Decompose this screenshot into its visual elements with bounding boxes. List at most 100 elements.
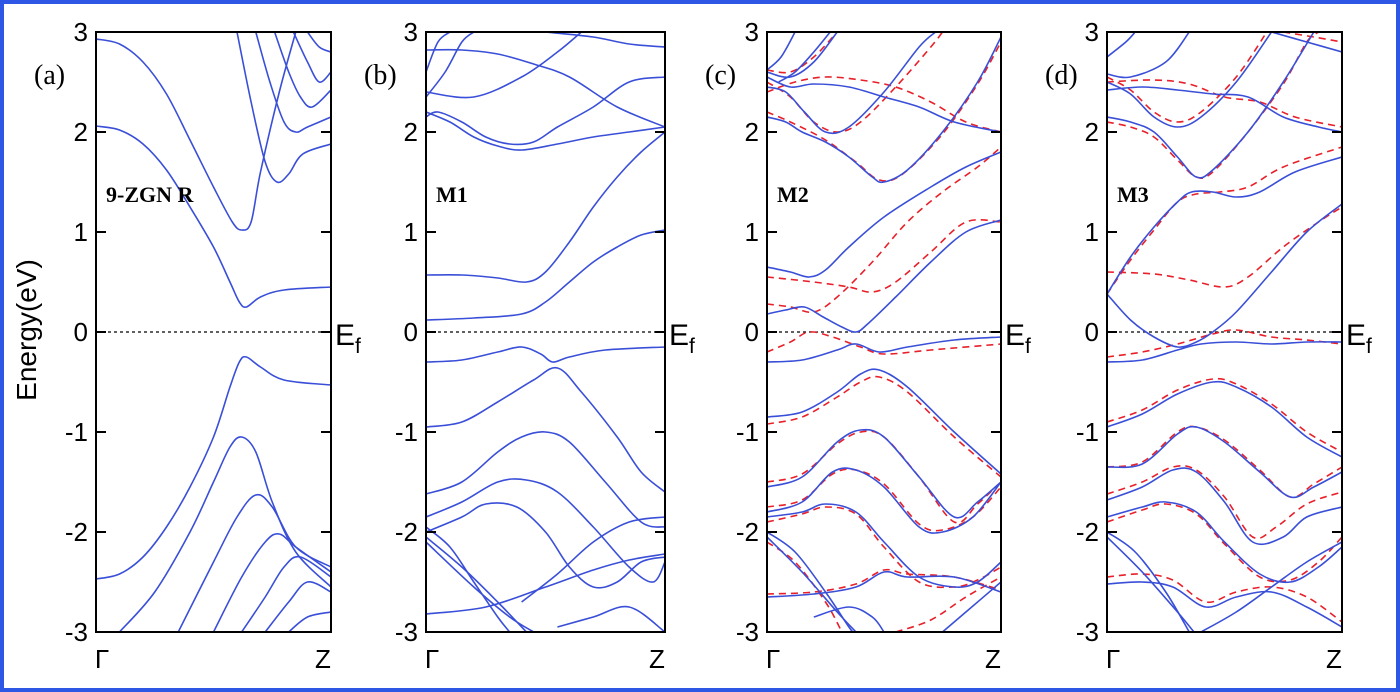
y-axis-title: Energy(eV) xyxy=(11,259,42,401)
solid-band xyxy=(1107,467,1342,546)
dashed-band xyxy=(1107,377,1342,453)
solid-band xyxy=(426,111,665,151)
y-tick-label: 3 xyxy=(1085,17,1099,47)
x-tick-label: Γ xyxy=(95,644,109,674)
dashed-band xyxy=(767,41,1001,182)
solid-band xyxy=(426,32,582,99)
solid-band xyxy=(1107,341,1342,363)
x-tick-label: Z xyxy=(649,644,665,674)
solid-band xyxy=(426,48,665,128)
solid-band xyxy=(767,536,857,632)
y-tick-label: -3 xyxy=(1076,617,1099,647)
material-label: M3 xyxy=(1117,182,1149,207)
dashed-band xyxy=(1107,503,1342,583)
solid-band xyxy=(1107,156,1342,295)
y-tick-label: 2 xyxy=(74,117,88,147)
solid-band xyxy=(767,368,1001,475)
solid-band xyxy=(1107,581,1342,628)
y-tick-label: -1 xyxy=(736,417,759,447)
dashed-band xyxy=(1107,32,1320,180)
solid-band xyxy=(273,32,331,108)
solid-band xyxy=(426,431,665,528)
solid-band xyxy=(767,428,1001,519)
solid-band xyxy=(521,516,665,603)
dashed-band xyxy=(767,541,843,632)
dashed-band xyxy=(767,568,1001,595)
y-tick-label: 0 xyxy=(1085,317,1099,347)
dashed-band xyxy=(767,468,1001,532)
dashed-band xyxy=(895,576,1001,632)
solid-band xyxy=(1107,32,1315,179)
solid-band xyxy=(1107,501,1342,584)
solid-band xyxy=(813,606,885,632)
solid-band xyxy=(1107,425,1342,499)
x-tick-label: Γ xyxy=(766,644,780,674)
fermi-level-label: Ef xyxy=(669,319,695,358)
solid-band xyxy=(1107,380,1342,458)
solid-band xyxy=(241,555,331,632)
dashed-band xyxy=(1107,573,1342,623)
solid-band xyxy=(212,533,331,632)
y-tick-label: 0 xyxy=(745,317,759,347)
solid-band xyxy=(306,32,331,53)
y-tick-label: -2 xyxy=(395,517,418,547)
y-tick-label: 0 xyxy=(74,317,88,347)
panel-label: (c) xyxy=(705,60,736,91)
y-tick-label: -1 xyxy=(395,417,418,447)
material-label: M2 xyxy=(777,182,809,207)
solid-band xyxy=(426,76,665,146)
solid-band xyxy=(941,581,1001,632)
y-tick-label: 3 xyxy=(74,17,88,47)
y-tick-label: 3 xyxy=(404,17,418,47)
dashed-band xyxy=(767,375,1001,478)
y-tick-label: 2 xyxy=(745,117,759,147)
fermi-level-label: Ef xyxy=(1346,319,1372,358)
dashed-band xyxy=(767,146,1001,314)
solid-band xyxy=(255,32,331,133)
solid-band xyxy=(177,493,331,632)
solid-band xyxy=(1107,86,1342,133)
solid-band xyxy=(1107,32,1136,58)
solid-band xyxy=(1107,32,1273,128)
material-label: M1 xyxy=(436,182,468,207)
y-tick-label: 1 xyxy=(1085,217,1099,247)
panel-label: (a) xyxy=(34,60,65,91)
panel-label: (b) xyxy=(364,60,397,91)
solid-band xyxy=(426,541,534,632)
y-tick-label: -2 xyxy=(736,517,759,547)
solid-band xyxy=(778,32,831,83)
dashed-band xyxy=(1107,329,1342,358)
solid-band xyxy=(426,366,665,493)
dashed-band xyxy=(1107,32,1268,123)
x-tick-label: Z xyxy=(985,644,1001,674)
solid-band xyxy=(426,32,451,73)
dashed-band xyxy=(1107,464,1342,540)
solid-band xyxy=(426,131,665,283)
y-tick-label: 1 xyxy=(74,217,88,247)
y-tick-label: 2 xyxy=(404,117,418,147)
solid-band xyxy=(292,32,331,83)
solid-band xyxy=(767,151,1001,278)
y-tick-label: 2 xyxy=(1085,117,1099,147)
y-tick-label: 0 xyxy=(404,317,418,347)
solid-band xyxy=(96,125,331,308)
material-label: 9-ZGN R xyxy=(106,182,195,207)
y-tick-label: -1 xyxy=(1076,417,1099,447)
solid-band xyxy=(767,219,1001,333)
solid-band xyxy=(236,32,331,184)
solid-band xyxy=(767,570,1001,598)
x-tick-label: Z xyxy=(1326,644,1342,674)
solid-band xyxy=(1107,203,1342,348)
solid-band xyxy=(264,581,331,632)
solid-band xyxy=(426,32,475,98)
x-tick-label: Γ xyxy=(1106,644,1120,674)
y-tick-label: 3 xyxy=(745,17,759,47)
solid-band xyxy=(426,553,665,615)
y-tick-label: -3 xyxy=(736,617,759,647)
x-tick-label: Z xyxy=(315,644,331,674)
dashed-band xyxy=(767,219,1001,293)
solid-band xyxy=(767,32,937,135)
solid-band xyxy=(1107,536,1195,632)
y-tick-label: -3 xyxy=(395,617,418,647)
